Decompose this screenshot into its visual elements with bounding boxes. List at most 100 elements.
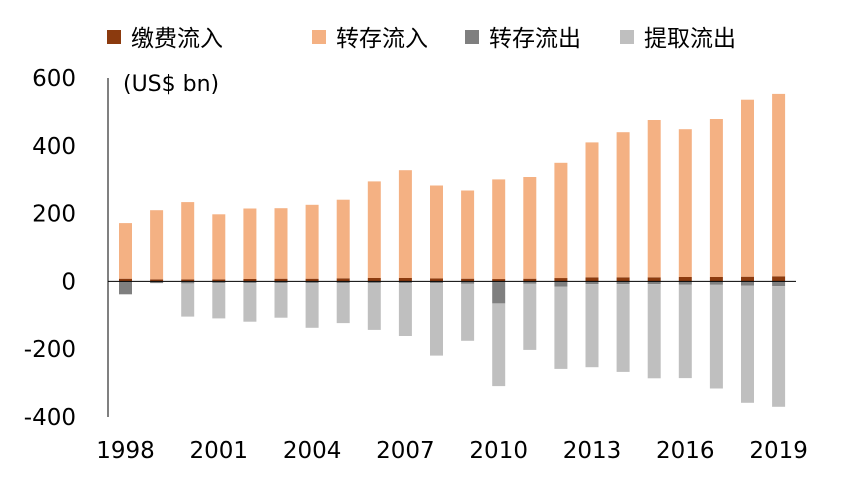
legend-swatch <box>620 30 634 44</box>
legend-swatch <box>312 30 326 44</box>
bar-rollover-outflow-2016 <box>678 281 692 285</box>
y-tick-label: 200 <box>32 202 76 228</box>
bar-withdrawal-outflow-2001 <box>212 283 226 319</box>
bar-withdrawal-outflow-2015 <box>647 284 661 379</box>
x-tick-label: 2016 <box>656 438 715 464</box>
bar-rollover-inflow-1998 <box>119 223 132 279</box>
bar-rollover-inflow-2010 <box>492 179 506 280</box>
bar-rollover-outflow-2012 <box>554 281 568 287</box>
bar-contribution-inflow-1999 <box>150 279 164 282</box>
bar-contribution-inflow-2006 <box>367 278 381 282</box>
bar-contribution-inflow-2014 <box>616 277 630 282</box>
bar-rollover-outflow-1998 <box>119 281 132 295</box>
bar-contribution-inflow-2009 <box>461 278 475 282</box>
y-tick-label: 400 <box>32 134 76 160</box>
bar-rollover-inflow-2002 <box>243 208 257 279</box>
bar-rollover-inflow-2001 <box>212 214 226 280</box>
bar-contribution-inflow-1998 <box>119 278 132 282</box>
bar-rollover-inflow-2005 <box>336 199 350 279</box>
legend-swatch <box>107 30 121 44</box>
bar-rollover-outflow-2015 <box>647 281 661 285</box>
bar-rollover-inflow-2014 <box>616 132 630 278</box>
bar-withdrawal-outflow-2011 <box>523 283 537 350</box>
bar-withdrawal-outflow-2014 <box>616 284 630 372</box>
x-tick-label: 2013 <box>563 438 622 464</box>
bar-rollover-inflow-2007 <box>398 170 412 278</box>
bar-withdrawal-outflow-2006 <box>367 283 381 330</box>
y-tick-label: 0 <box>61 269 76 295</box>
bar-withdrawal-outflow-2013 <box>585 284 599 368</box>
bar-rollover-inflow-2012 <box>554 162 568 279</box>
bar-withdrawal-outflow-2018 <box>741 285 754 403</box>
bar-withdrawal-outflow-2009 <box>461 283 475 341</box>
bar-rollover-outflow-2013 <box>585 281 599 285</box>
legend-label: 转存流入 <box>336 26 428 52</box>
bar-contribution-inflow-2011 <box>523 278 537 282</box>
legend-label: 缴费流入 <box>131 26 223 52</box>
bar-withdrawal-outflow-2017 <box>709 284 723 389</box>
x-tick-label: 2010 <box>469 438 528 464</box>
bar-rollover-inflow-2016 <box>678 129 692 277</box>
bar-withdrawal-outflow-2005 <box>336 283 350 324</box>
bar-rollover-inflow-2003 <box>274 208 288 279</box>
bar-rollover-outflow-2004 <box>305 281 319 284</box>
bar-rollover-outflow-2008 <box>430 281 443 284</box>
bar-rollover-outflow-2003 <box>274 281 288 284</box>
bar-rollover-outflow-2017 <box>709 281 723 285</box>
bar-rollover-inflow-2017 <box>709 119 723 277</box>
bar-rollover-outflow-2011 <box>523 281 537 284</box>
bar-rollover-outflow-2007 <box>398 281 412 284</box>
bar-contribution-inflow-2013 <box>585 277 599 282</box>
bar-contribution-inflow-2012 <box>554 278 568 282</box>
bar-rollover-inflow-2011 <box>523 177 537 279</box>
x-tick-label: 1998 <box>96 438 155 464</box>
bar-contribution-inflow-2005 <box>336 278 350 282</box>
x-tick-label: 2004 <box>283 438 342 464</box>
bar-rollover-outflow-2001 <box>212 281 226 284</box>
bar-withdrawal-outflow-2004 <box>305 283 319 328</box>
bar-contribution-inflow-2000 <box>181 279 195 282</box>
legend-label: 提取流出 <box>644 26 736 52</box>
bar-rollover-outflow-2005 <box>336 281 350 284</box>
bar-rollover-outflow-2014 <box>616 281 630 285</box>
y-axis: 600 400 200 0 -200 -400 <box>24 66 109 431</box>
bar-rollover-inflow-2008 <box>430 185 443 279</box>
bar-withdrawal-outflow-2000 <box>181 283 195 317</box>
bar-rollover-outflow-1999 <box>150 281 164 284</box>
bar-contribution-inflow-2003 <box>274 278 288 282</box>
x-tick-label: 2019 <box>749 438 808 464</box>
bar-contribution-inflow-2017 <box>709 277 723 282</box>
bar-contribution-inflow-2010 <box>492 279 506 282</box>
bar-contribution-inflow-2018 <box>741 276 754 282</box>
bar-withdrawal-outflow-2008 <box>430 283 443 356</box>
x-tick-label: 2007 <box>376 438 435 464</box>
bar-rollover-inflow-1999 <box>150 210 164 280</box>
bar-contribution-inflow-2007 <box>398 278 412 282</box>
bar-withdrawal-outflow-2010 <box>492 303 506 387</box>
bar-rollover-inflow-2009 <box>461 190 475 279</box>
bar-withdrawal-outflow-2016 <box>678 284 692 379</box>
bar-rollover-outflow-2010 <box>492 281 506 304</box>
bar-rollover-inflow-2004 <box>305 204 319 279</box>
legend-label: 转存流出 <box>489 26 581 52</box>
bar-withdrawal-outflow-2003 <box>274 283 288 318</box>
bar-contribution-inflow-2016 <box>678 277 692 282</box>
y-tick-label: -400 <box>24 405 76 431</box>
bar-rollover-inflow-2000 <box>181 202 195 280</box>
bar-rollover-outflow-2018 <box>741 281 754 286</box>
bar-contribution-inflow-2002 <box>243 279 257 282</box>
bar-rollover-inflow-2015 <box>647 120 661 278</box>
bar-contribution-inflow-2008 <box>430 278 443 282</box>
bar-withdrawal-outflow-2002 <box>243 283 257 322</box>
bar-rollover-inflow-2006 <box>367 181 381 278</box>
bar-contribution-inflow-2001 <box>212 279 226 282</box>
bar-withdrawal-outflow-2012 <box>554 286 568 369</box>
bar-rollover-inflow-2018 <box>741 99 754 277</box>
bar-rollover-outflow-2002 <box>243 281 257 284</box>
legend-swatch <box>465 30 479 44</box>
y-unit-label: (US$ bn) <box>123 72 219 97</box>
bar-rollover-outflow-2000 <box>181 281 195 284</box>
bar-contribution-inflow-2015 <box>647 277 661 282</box>
legend: 缴费流入 转存流入 转存流出 提取流出 <box>107 26 736 52</box>
